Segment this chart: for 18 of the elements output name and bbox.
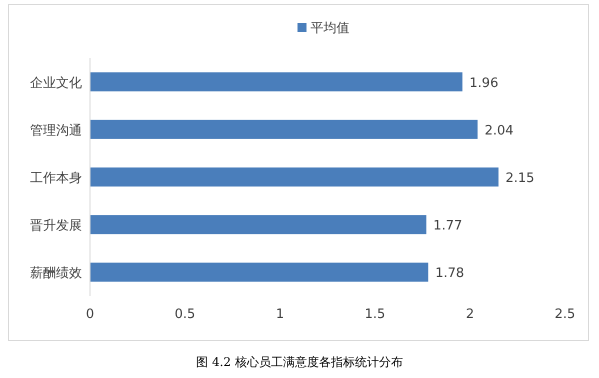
x-tick-label: 0.5 (174, 307, 196, 322)
y-tick-label: 管理沟通 (30, 123, 82, 138)
x-tick-label: 1.5 (364, 307, 386, 322)
data-label: 2.15 (506, 171, 534, 186)
data-label: 1.77 (433, 218, 462, 234)
y-tick-label: 薪酬绩效 (30, 266, 82, 282)
y-tick-label: 工作本身 (30, 171, 82, 186)
x-tick-label: 2.5 (554, 307, 576, 322)
x-tick-label: 2 (466, 307, 474, 322)
caption: 图 4.2 核心员工满意度各指标统计分布 (196, 355, 403, 369)
y-tick-label: 企业文化 (30, 76, 82, 91)
x-tick-label: 0 (86, 307, 94, 322)
legend-label: 平均值 (310, 21, 350, 36)
y-tick-label: 晋升发展 (30, 218, 82, 234)
data-label: 2.04 (484, 123, 514, 138)
x-tick-label: 1 (276, 307, 284, 322)
data-label: 1.96 (469, 76, 498, 91)
data-label: 1.78 (435, 266, 464, 282)
